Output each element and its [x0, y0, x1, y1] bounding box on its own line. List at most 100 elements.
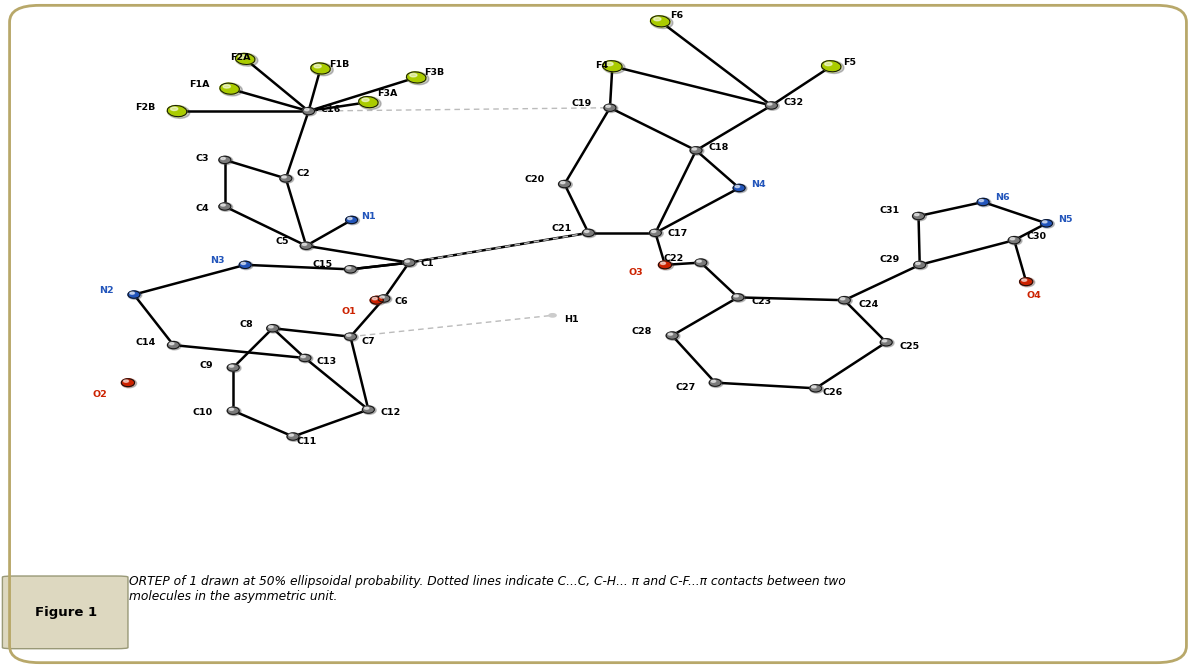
Text: N2: N2: [99, 286, 114, 295]
Ellipse shape: [559, 180, 573, 189]
Text: N3: N3: [210, 257, 225, 265]
Ellipse shape: [604, 104, 618, 112]
Text: N4: N4: [751, 180, 765, 188]
Text: F1B: F1B: [329, 60, 349, 69]
Ellipse shape: [344, 333, 356, 340]
Ellipse shape: [838, 297, 853, 305]
Text: C27: C27: [676, 383, 696, 391]
Ellipse shape: [916, 263, 920, 265]
Text: N5: N5: [1058, 216, 1073, 224]
Ellipse shape: [841, 298, 844, 300]
Ellipse shape: [582, 229, 594, 236]
Ellipse shape: [1041, 220, 1052, 227]
Ellipse shape: [695, 259, 707, 267]
Text: C11: C11: [297, 437, 317, 446]
Ellipse shape: [346, 216, 360, 224]
Text: C5: C5: [276, 236, 289, 246]
Ellipse shape: [810, 385, 824, 393]
Ellipse shape: [733, 184, 745, 192]
Ellipse shape: [219, 203, 233, 211]
Text: Figure 1: Figure 1: [35, 606, 97, 619]
Text: O4: O4: [1026, 291, 1041, 300]
Ellipse shape: [651, 16, 673, 29]
Ellipse shape: [242, 263, 245, 265]
Text: F4: F4: [596, 61, 609, 69]
Ellipse shape: [913, 212, 925, 220]
Text: C23: C23: [751, 297, 771, 307]
Ellipse shape: [709, 379, 724, 387]
Ellipse shape: [171, 107, 178, 110]
Ellipse shape: [347, 334, 350, 336]
Ellipse shape: [239, 261, 254, 270]
Ellipse shape: [227, 407, 239, 414]
Ellipse shape: [289, 434, 293, 436]
Ellipse shape: [603, 61, 622, 71]
Ellipse shape: [299, 355, 313, 363]
Text: C29: C29: [879, 255, 899, 264]
Ellipse shape: [236, 53, 258, 66]
Text: O2: O2: [93, 390, 108, 399]
Ellipse shape: [287, 433, 299, 440]
Ellipse shape: [236, 53, 255, 64]
Text: F2A: F2A: [230, 53, 250, 62]
Text: C25: C25: [899, 342, 920, 351]
Ellipse shape: [167, 341, 182, 350]
Ellipse shape: [303, 108, 315, 115]
Text: C1: C1: [421, 259, 434, 269]
Ellipse shape: [697, 260, 701, 263]
Ellipse shape: [359, 97, 378, 108]
Ellipse shape: [651, 16, 670, 27]
Text: F3A: F3A: [377, 90, 397, 98]
Text: C20: C20: [524, 175, 544, 184]
Ellipse shape: [1008, 236, 1020, 244]
Ellipse shape: [220, 84, 243, 96]
Ellipse shape: [347, 267, 350, 269]
Ellipse shape: [690, 147, 704, 155]
Ellipse shape: [371, 297, 385, 305]
Text: C10: C10: [193, 408, 213, 417]
Text: N6: N6: [995, 193, 1009, 202]
Text: C7: C7: [361, 337, 374, 345]
Ellipse shape: [371, 297, 383, 304]
Text: C17: C17: [667, 229, 688, 238]
Ellipse shape: [652, 230, 655, 232]
Ellipse shape: [167, 106, 190, 118]
Text: C18: C18: [708, 142, 728, 152]
Ellipse shape: [405, 260, 409, 263]
Ellipse shape: [765, 102, 777, 109]
Text: C8: C8: [240, 320, 254, 329]
Ellipse shape: [130, 292, 134, 294]
Ellipse shape: [344, 266, 356, 273]
Text: F6: F6: [670, 11, 683, 20]
Ellipse shape: [300, 242, 312, 249]
Ellipse shape: [380, 296, 384, 298]
Text: C14: C14: [135, 338, 155, 347]
Ellipse shape: [344, 333, 359, 341]
Ellipse shape: [403, 259, 415, 267]
Ellipse shape: [344, 266, 359, 274]
Ellipse shape: [300, 242, 315, 250]
Text: C31: C31: [879, 206, 899, 215]
Ellipse shape: [709, 379, 721, 386]
Ellipse shape: [559, 180, 570, 188]
Ellipse shape: [378, 295, 390, 302]
Ellipse shape: [690, 147, 702, 154]
Text: C16: C16: [321, 106, 341, 114]
Ellipse shape: [362, 406, 374, 413]
Ellipse shape: [669, 333, 672, 335]
Ellipse shape: [606, 105, 610, 108]
Ellipse shape: [123, 380, 128, 382]
Ellipse shape: [227, 364, 239, 371]
Ellipse shape: [825, 62, 832, 65]
Ellipse shape: [407, 72, 429, 85]
Ellipse shape: [267, 325, 279, 332]
Ellipse shape: [410, 73, 417, 77]
Ellipse shape: [812, 385, 816, 388]
Ellipse shape: [303, 243, 306, 245]
Ellipse shape: [660, 262, 665, 265]
Ellipse shape: [768, 103, 771, 105]
Ellipse shape: [604, 104, 616, 112]
Text: F5: F5: [843, 58, 856, 67]
Text: N1: N1: [361, 212, 376, 221]
Text: C15: C15: [312, 261, 332, 269]
